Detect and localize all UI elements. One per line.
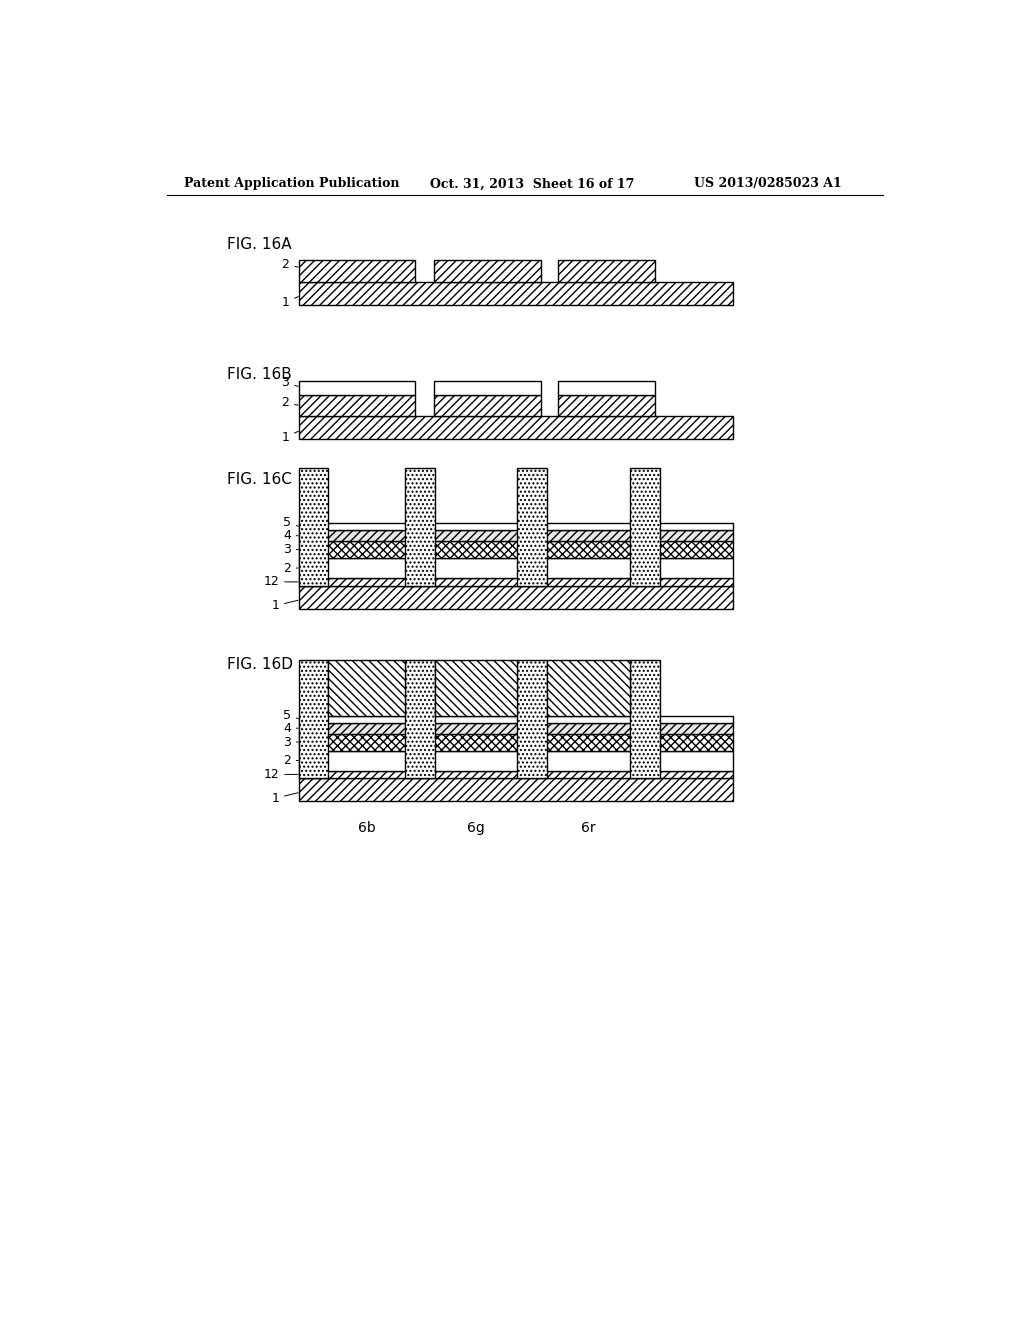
Bar	[299, 715, 732, 723]
Bar	[434, 395, 541, 416]
Text: Patent Application Publication: Patent Application Publication	[183, 177, 399, 190]
Bar	[406, 469, 435, 586]
Bar	[299, 281, 732, 305]
Bar	[299, 660, 328, 779]
Bar	[299, 779, 732, 801]
Text: FIG. 16D: FIG. 16D	[227, 657, 293, 672]
Bar	[547, 660, 630, 715]
Bar	[558, 260, 655, 281]
Text: 5: 5	[283, 516, 298, 529]
Bar	[299, 381, 415, 395]
Bar	[299, 751, 732, 771]
Text: 2: 2	[283, 561, 298, 574]
Bar	[517, 469, 547, 586]
Text: FIG. 16C: FIG. 16C	[227, 473, 292, 487]
Text: US 2013/0285023 A1: US 2013/0285023 A1	[693, 177, 842, 190]
Bar	[406, 660, 435, 779]
Text: 3: 3	[283, 735, 298, 748]
Text: FIG. 16A: FIG. 16A	[227, 238, 292, 252]
Text: 2: 2	[282, 257, 298, 271]
Text: 5: 5	[283, 709, 298, 722]
Text: 1: 1	[271, 599, 298, 612]
Text: 4: 4	[283, 529, 298, 543]
Bar	[558, 381, 655, 395]
Bar	[558, 395, 655, 416]
Bar	[299, 541, 732, 558]
Bar	[434, 381, 541, 395]
Bar	[630, 469, 659, 586]
Bar	[299, 260, 415, 281]
Text: 4: 4	[283, 722, 298, 735]
Bar	[435, 660, 517, 715]
Text: Oct. 31, 2013  Sheet 16 of 17: Oct. 31, 2013 Sheet 16 of 17	[430, 177, 635, 190]
Bar	[299, 578, 732, 586]
Bar	[328, 660, 406, 715]
Bar	[434, 260, 541, 281]
Text: 1: 1	[282, 296, 298, 309]
Bar	[299, 523, 732, 531]
Bar	[299, 723, 732, 734]
Text: FIG. 16B: FIG. 16B	[227, 367, 292, 383]
Text: 2: 2	[283, 754, 298, 767]
Bar	[299, 558, 732, 578]
Bar	[630, 660, 659, 779]
Text: 3: 3	[282, 376, 298, 389]
Text: 2: 2	[282, 396, 298, 409]
Text: 6b: 6b	[357, 821, 376, 836]
Text: 12: 12	[263, 768, 298, 781]
Text: 6g: 6g	[467, 821, 484, 836]
Text: 12: 12	[263, 576, 298, 589]
Bar	[299, 531, 732, 541]
Bar	[299, 469, 328, 586]
Text: 1: 1	[282, 430, 298, 444]
Bar	[299, 586, 732, 609]
Text: 3: 3	[283, 543, 298, 556]
Text: 1: 1	[271, 792, 298, 805]
Text: 6r: 6r	[581, 821, 596, 836]
Bar	[299, 416, 732, 440]
Bar	[299, 771, 732, 779]
Bar	[517, 660, 547, 779]
Bar	[299, 734, 732, 751]
Bar	[299, 395, 415, 416]
